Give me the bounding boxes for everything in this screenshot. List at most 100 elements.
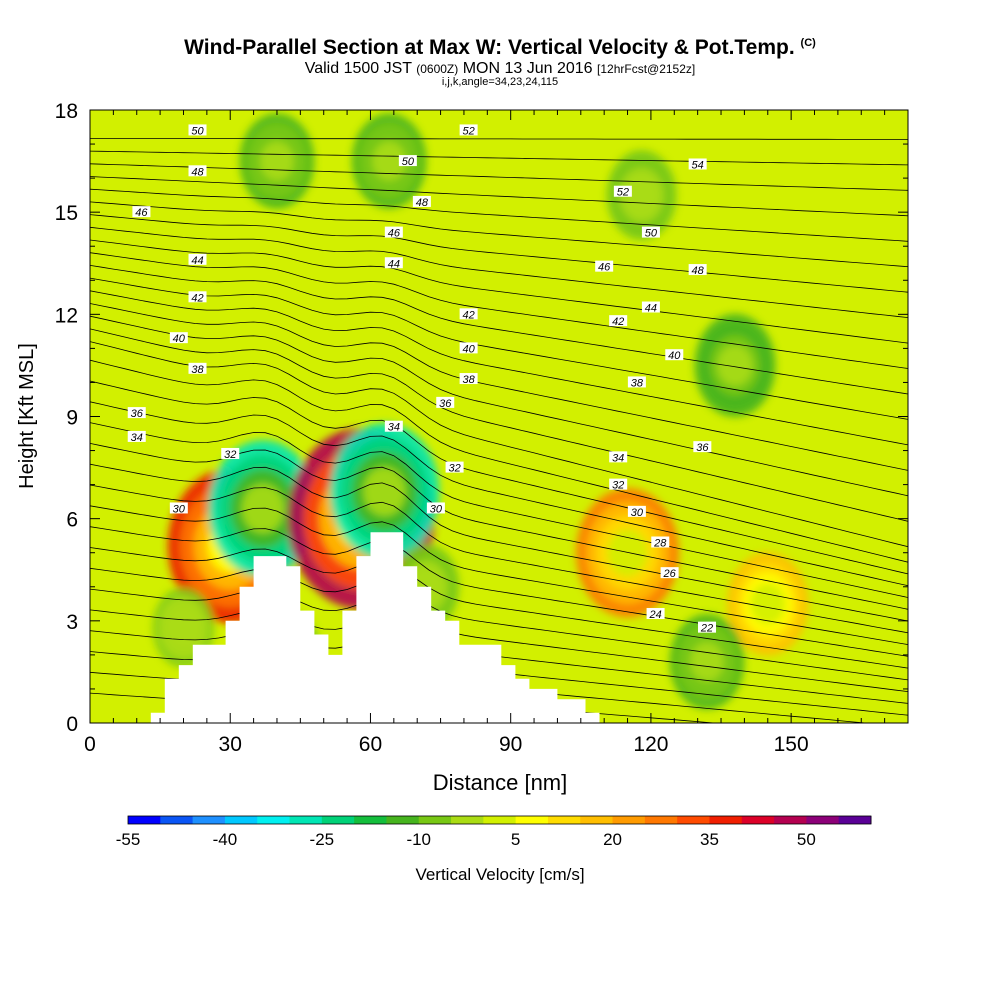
colorbar-tick-label-6: 35 (700, 830, 719, 849)
contour-label-bg-0 (188, 124, 207, 136)
contour-label-bg-12 (595, 260, 614, 272)
colorbar-swatch-1 (160, 816, 194, 824)
contour-label-bg-10 (188, 253, 207, 265)
isentrope-line-20 (90, 303, 908, 471)
isentrope-line-9 (90, 505, 908, 645)
contour-labels: 50 52 48 50 54 46 48 52 46 50 44 44 46 48 42 42 44 42 40 40… (127, 124, 717, 635)
colorbar-swatch-13 (547, 816, 581, 824)
isentrope-line-14 (90, 401, 908, 587)
contour-label-bg-1 (459, 124, 478, 136)
y-tick-label-1: 3 (66, 611, 78, 634)
colorbar: -55 -40 -25 -10 5 20 35 50 (116, 815, 872, 849)
contour-label-15: 42 (462, 309, 474, 321)
contour-label-bg-39 (698, 621, 717, 633)
isentrope-line-25 (90, 239, 908, 344)
contour-label-bg-28 (693, 441, 712, 453)
colorbar-swatch-5 (289, 816, 323, 824)
contour-label-bg-38 (646, 608, 665, 620)
contour-label-3: 50 (402, 156, 415, 168)
chart-title: Wind-Parallel Section at Max W: Vertical… (184, 36, 816, 59)
colorbar-swatch-3 (224, 816, 258, 824)
contour-label-33: 30 (173, 503, 186, 515)
isentrope-line-10 (90, 484, 908, 634)
colorbar-tick-label-5: 20 (603, 830, 622, 849)
isentrope-line-24 (90, 252, 908, 369)
contour-label-29: 32 (224, 449, 236, 461)
colorbar-swatch-11 (483, 816, 517, 824)
x-axis-label: Distance [nm] (433, 770, 568, 795)
colorbar-swatch-19 (741, 816, 775, 824)
colorbar-swatch-12 (515, 816, 549, 824)
isentrope-line-33 (90, 138, 908, 140)
contour-label-9: 50 (645, 228, 658, 240)
velocity-cell-9-3 (372, 141, 406, 181)
contour-label-0: 50 (191, 125, 204, 137)
contour-label-bg-17 (609, 315, 628, 327)
contour-label-bg-30 (609, 451, 628, 463)
contour-label-23: 38 (631, 377, 644, 389)
isentrope-line-15 (90, 380, 908, 575)
contour-label-bg-27 (384, 420, 403, 432)
contour-label-bg-29 (221, 447, 240, 459)
contour-label-38: 24 (648, 609, 661, 621)
x-tick-label-5: 150 (774, 733, 809, 756)
contour-label-bg-2 (188, 165, 207, 177)
isentrope-line-5 (90, 588, 908, 692)
contour-label-bg-37 (660, 567, 679, 579)
x-tick-label-0: 0 (84, 733, 96, 756)
colorbar-tick-label-1: -40 (213, 830, 238, 849)
colorbar-swatch-15 (612, 816, 646, 824)
contour-label-30: 34 (612, 452, 624, 464)
isentrope-line-11 (90, 463, 908, 622)
colorbar-tick-label-7: 50 (797, 830, 816, 849)
contour-label-39: 22 (700, 623, 713, 635)
x-tick-label-2: 60 (359, 733, 382, 756)
colorbar-swatch-17 (677, 816, 710, 824)
contour-label-22: 38 (462, 374, 475, 386)
contour-label-bg-21 (188, 362, 207, 374)
contour-label-bg-24 (436, 396, 455, 408)
isentrope-line-21 (90, 290, 908, 446)
contour-label-7: 52 (617, 187, 629, 199)
colorbar-swatch-4 (257, 816, 291, 824)
colorbar-swatch-20 (774, 816, 807, 824)
contour-label-31: 32 (448, 463, 460, 475)
contour-label-bg-8 (384, 226, 403, 238)
isentrope-line-32 (90, 150, 908, 166)
colorbar-swatch-10 (451, 816, 484, 824)
isentrope-line-13 (90, 422, 908, 598)
colorbar-swatch-0 (128, 816, 161, 824)
colorbar-swatch-14 (580, 816, 614, 824)
contour-label-25: 36 (131, 408, 144, 420)
contour-label-10: 44 (191, 255, 203, 267)
contour-label-17: 42 (612, 316, 624, 328)
contour-label-bg-9 (641, 226, 660, 238)
contour-label-bg-31 (445, 461, 464, 473)
contour-label-bg-33 (169, 502, 188, 514)
y-tick-label-6: 18 (55, 100, 78, 123)
contour-label-36: 28 (653, 538, 667, 550)
y-axis-label: Height [Kft MSL] (16, 343, 38, 489)
contour-label-bg-16 (641, 301, 660, 313)
contour-label-11: 44 (388, 258, 400, 270)
contour-label-20: 40 (668, 350, 681, 362)
y-tick-label-5: 15 (55, 202, 78, 225)
colorbar-swatch-8 (386, 816, 420, 824)
contour-label-35: 30 (631, 507, 644, 519)
contour-label-bg-35 (627, 505, 646, 517)
contour-label-bg-4 (688, 158, 707, 170)
colorbar-label: Vertical Velocity [cm/s] (415, 865, 584, 884)
velocity-cell-10-3 (625, 176, 658, 214)
isentrope-line-18 (90, 328, 908, 522)
contour-label-14: 42 (191, 292, 203, 304)
y-tick-label-4: 12 (55, 304, 78, 327)
contour-label-8: 46 (388, 228, 401, 240)
isentrope-line-23 (90, 265, 908, 395)
x-tick-label-4: 120 (633, 733, 668, 756)
contour-label-21: 38 (191, 364, 204, 376)
contour-label-bg-36 (651, 536, 670, 548)
contour-label-27: 34 (388, 422, 400, 434)
isentrope-line-19 (90, 315, 908, 497)
velocity-cell-3-3 (363, 466, 406, 517)
